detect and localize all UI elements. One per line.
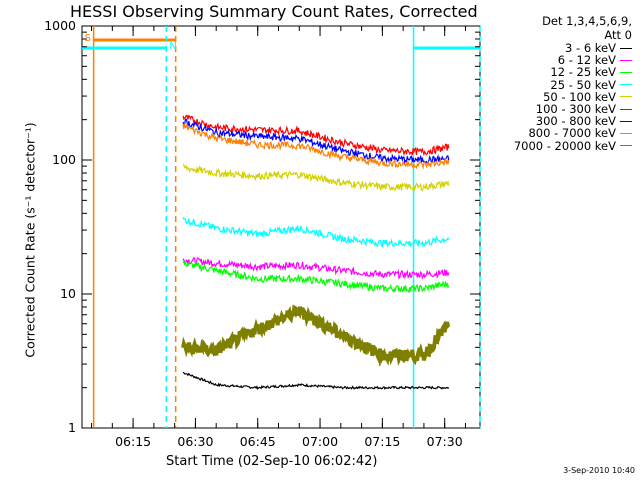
legend-swatch bbox=[620, 84, 632, 86]
legend-entry: 300 - 800 keV bbox=[514, 114, 632, 129]
legend-entry: 50 - 100 keV bbox=[514, 89, 632, 104]
legend-entry-label: 300 - 800 keV bbox=[535, 114, 616, 129]
legend-header-line: Att 0 bbox=[604, 28, 632, 42]
y-tick-label: 1 bbox=[68, 420, 76, 435]
x-tick-label: 07:00 bbox=[302, 434, 339, 449]
x-axis-label: Start Time (02-Sep-10 06:02:42) bbox=[166, 454, 378, 469]
legend-entry-label: 50 - 100 keV bbox=[543, 89, 616, 104]
legend-entry: 3 - 6 keV bbox=[514, 41, 632, 56]
legend-header: Det 1,3,4,5,6,9, Att 0 bbox=[542, 14, 632, 42]
plot-frame bbox=[81, 25, 481, 429]
legend-entry-label: 6 - 12 keV bbox=[557, 53, 616, 68]
attenuator-marker-label: S bbox=[84, 33, 91, 44]
x-tick-label: 07:15 bbox=[364, 434, 401, 449]
legend-entry: 6 - 12 keV bbox=[514, 53, 632, 68]
interval-markers bbox=[82, 26, 481, 428]
legend-entry-label: 100 - 300 keV bbox=[535, 102, 616, 117]
legend: 3 - 6 keV 6 - 12 keV 12 - 25 keV 25 - 50 ke… bbox=[513, 41, 632, 153]
legend-swatch bbox=[620, 108, 632, 110]
series-group bbox=[181, 114, 451, 391]
legend-swatch bbox=[620, 59, 632, 61]
series-line bbox=[181, 304, 451, 367]
legend-entry: 800 - 7000 keV bbox=[514, 126, 632, 141]
series-line bbox=[182, 163, 450, 193]
legend-swatch bbox=[620, 120, 632, 122]
legend-entry: 100 - 300 keV bbox=[514, 102, 632, 117]
series-line bbox=[182, 122, 450, 170]
x-tick-label: 06:15 bbox=[115, 434, 152, 449]
x-tick-label: 06:30 bbox=[177, 434, 214, 449]
footer-timestamp: 3-Sep-2010 10:40 bbox=[563, 466, 635, 475]
legend-swatch bbox=[620, 96, 632, 98]
plot-area-border bbox=[81, 25, 481, 429]
x-tick-label: 07:30 bbox=[426, 434, 463, 449]
series-line bbox=[182, 114, 450, 157]
legend-entry-label: 800 - 7000 keV bbox=[528, 126, 616, 141]
legend-swatch bbox=[620, 145, 632, 147]
legend-swatch bbox=[620, 47, 632, 49]
series-line bbox=[182, 260, 450, 294]
series-line bbox=[182, 216, 450, 248]
series-line bbox=[182, 256, 450, 280]
legend-entry-label: 12 - 25 keV bbox=[550, 65, 616, 80]
saa-marker-label: N bbox=[169, 41, 177, 52]
series-line bbox=[182, 371, 450, 391]
legend-entry-label: 3 - 6 keV bbox=[565, 41, 616, 56]
chart-title: HESSI Observing Summary Count Rates, Cor… bbox=[70, 2, 478, 21]
legend-swatch bbox=[620, 71, 632, 73]
axis-ticks bbox=[82, 25, 480, 429]
legend-header-line: Det 1,3,4,5,6,9, bbox=[542, 14, 632, 28]
series-line bbox=[182, 118, 450, 165]
legend-entry-label: 7000 - 20000 keV bbox=[513, 138, 616, 153]
legend-entry-label: 25 - 50 keV bbox=[550, 77, 616, 92]
legend-entry: 12 - 25 keV bbox=[514, 65, 632, 80]
y-tick-label: 10 bbox=[60, 286, 76, 301]
legend-entry: 7000 - 20000 keV bbox=[513, 138, 632, 153]
y-tick-label: 100 bbox=[52, 152, 76, 167]
legend-entry: 25 - 50 keV bbox=[514, 77, 632, 92]
x-tick-label: 06:45 bbox=[239, 434, 276, 449]
y-tick-label: 1000 bbox=[44, 18, 76, 33]
legend-swatch bbox=[620, 132, 632, 134]
